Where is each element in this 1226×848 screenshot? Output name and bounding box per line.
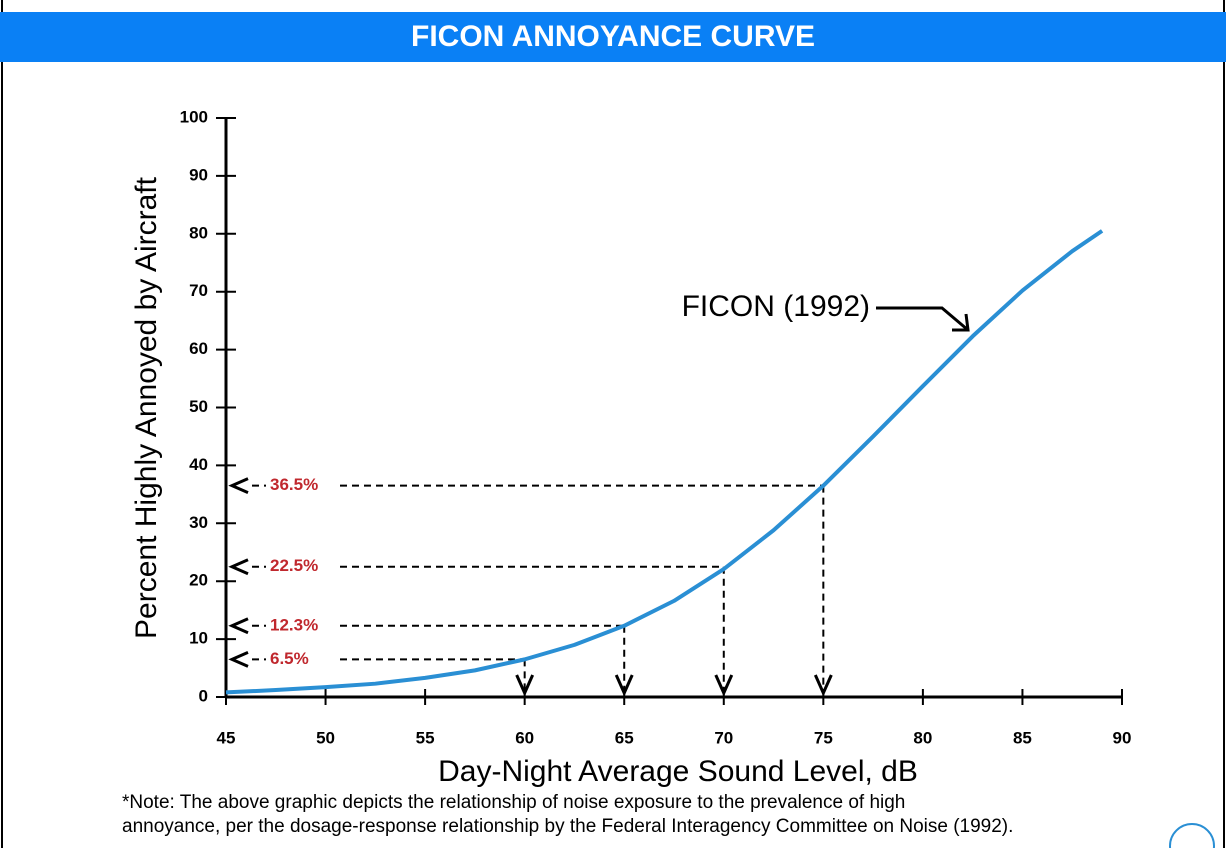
logo <box>1169 823 1215 848</box>
x-tick-label: 55 <box>416 728 435 747</box>
y-tick-label: 90 <box>189 165 208 184</box>
annotation-arrow <box>228 617 249 635</box>
x-tick-label: 60 <box>515 728 534 747</box>
annotation-arrow <box>228 558 249 576</box>
annotation-arrow <box>228 477 249 495</box>
series-label: FICON (1992) <box>682 290 870 323</box>
title-bar <box>0 12 1226 62</box>
series-label-arrow <box>952 313 970 332</box>
x-tick-label: 90 <box>1113 728 1132 747</box>
x-tick-label: 70 <box>714 728 733 747</box>
y-tick-label: 80 <box>189 223 208 242</box>
y-tick-label: 0 <box>199 686 208 705</box>
x-tick-label: 75 <box>814 728 833 747</box>
chart-title: FICON ANNOYANCE CURVE <box>411 20 815 53</box>
series-label-arrow <box>876 306 969 332</box>
y-tick-label: 50 <box>189 397 208 416</box>
annotation-arrow <box>614 674 634 697</box>
annotation-arrow <box>228 650 249 668</box>
annotation-arrow <box>714 674 734 697</box>
y-tick-label: 100 <box>180 107 208 126</box>
y-tick-label: 70 <box>189 281 208 300</box>
curve <box>225 229 1104 695</box>
y-axis-label: Percent Highly Annoyed by Aircraft <box>130 176 163 639</box>
x-axis-label: Day-Night Average Sound Level, dB <box>438 755 918 788</box>
annotation-label: 36.5% <box>270 475 318 494</box>
annotation-arrow <box>515 674 535 697</box>
y-tick-label: 60 <box>189 339 208 358</box>
x-tick-label: 45 <box>217 728 236 747</box>
annotation-label: 12.3% <box>270 615 318 634</box>
x-tick-label: 65 <box>615 728 634 747</box>
x-tick-label: 80 <box>913 728 932 747</box>
y-tick-label: 20 <box>189 571 208 590</box>
note-line: annoyance, per the dosage-response relat… <box>122 816 1013 837</box>
annotation-label: 6.5% <box>270 649 309 668</box>
annotation-label: 22.5% <box>270 556 318 575</box>
note-line: *Note: The above graphic depicts the rel… <box>122 792 905 813</box>
x-tick-label: 50 <box>316 728 335 747</box>
y-tick-label: 10 <box>189 629 208 648</box>
x-tick-label: 85 <box>1013 728 1032 747</box>
y-tick-label: 30 <box>189 513 208 532</box>
annotation-arrow <box>813 674 833 697</box>
y-tick-label: 40 <box>189 455 208 474</box>
